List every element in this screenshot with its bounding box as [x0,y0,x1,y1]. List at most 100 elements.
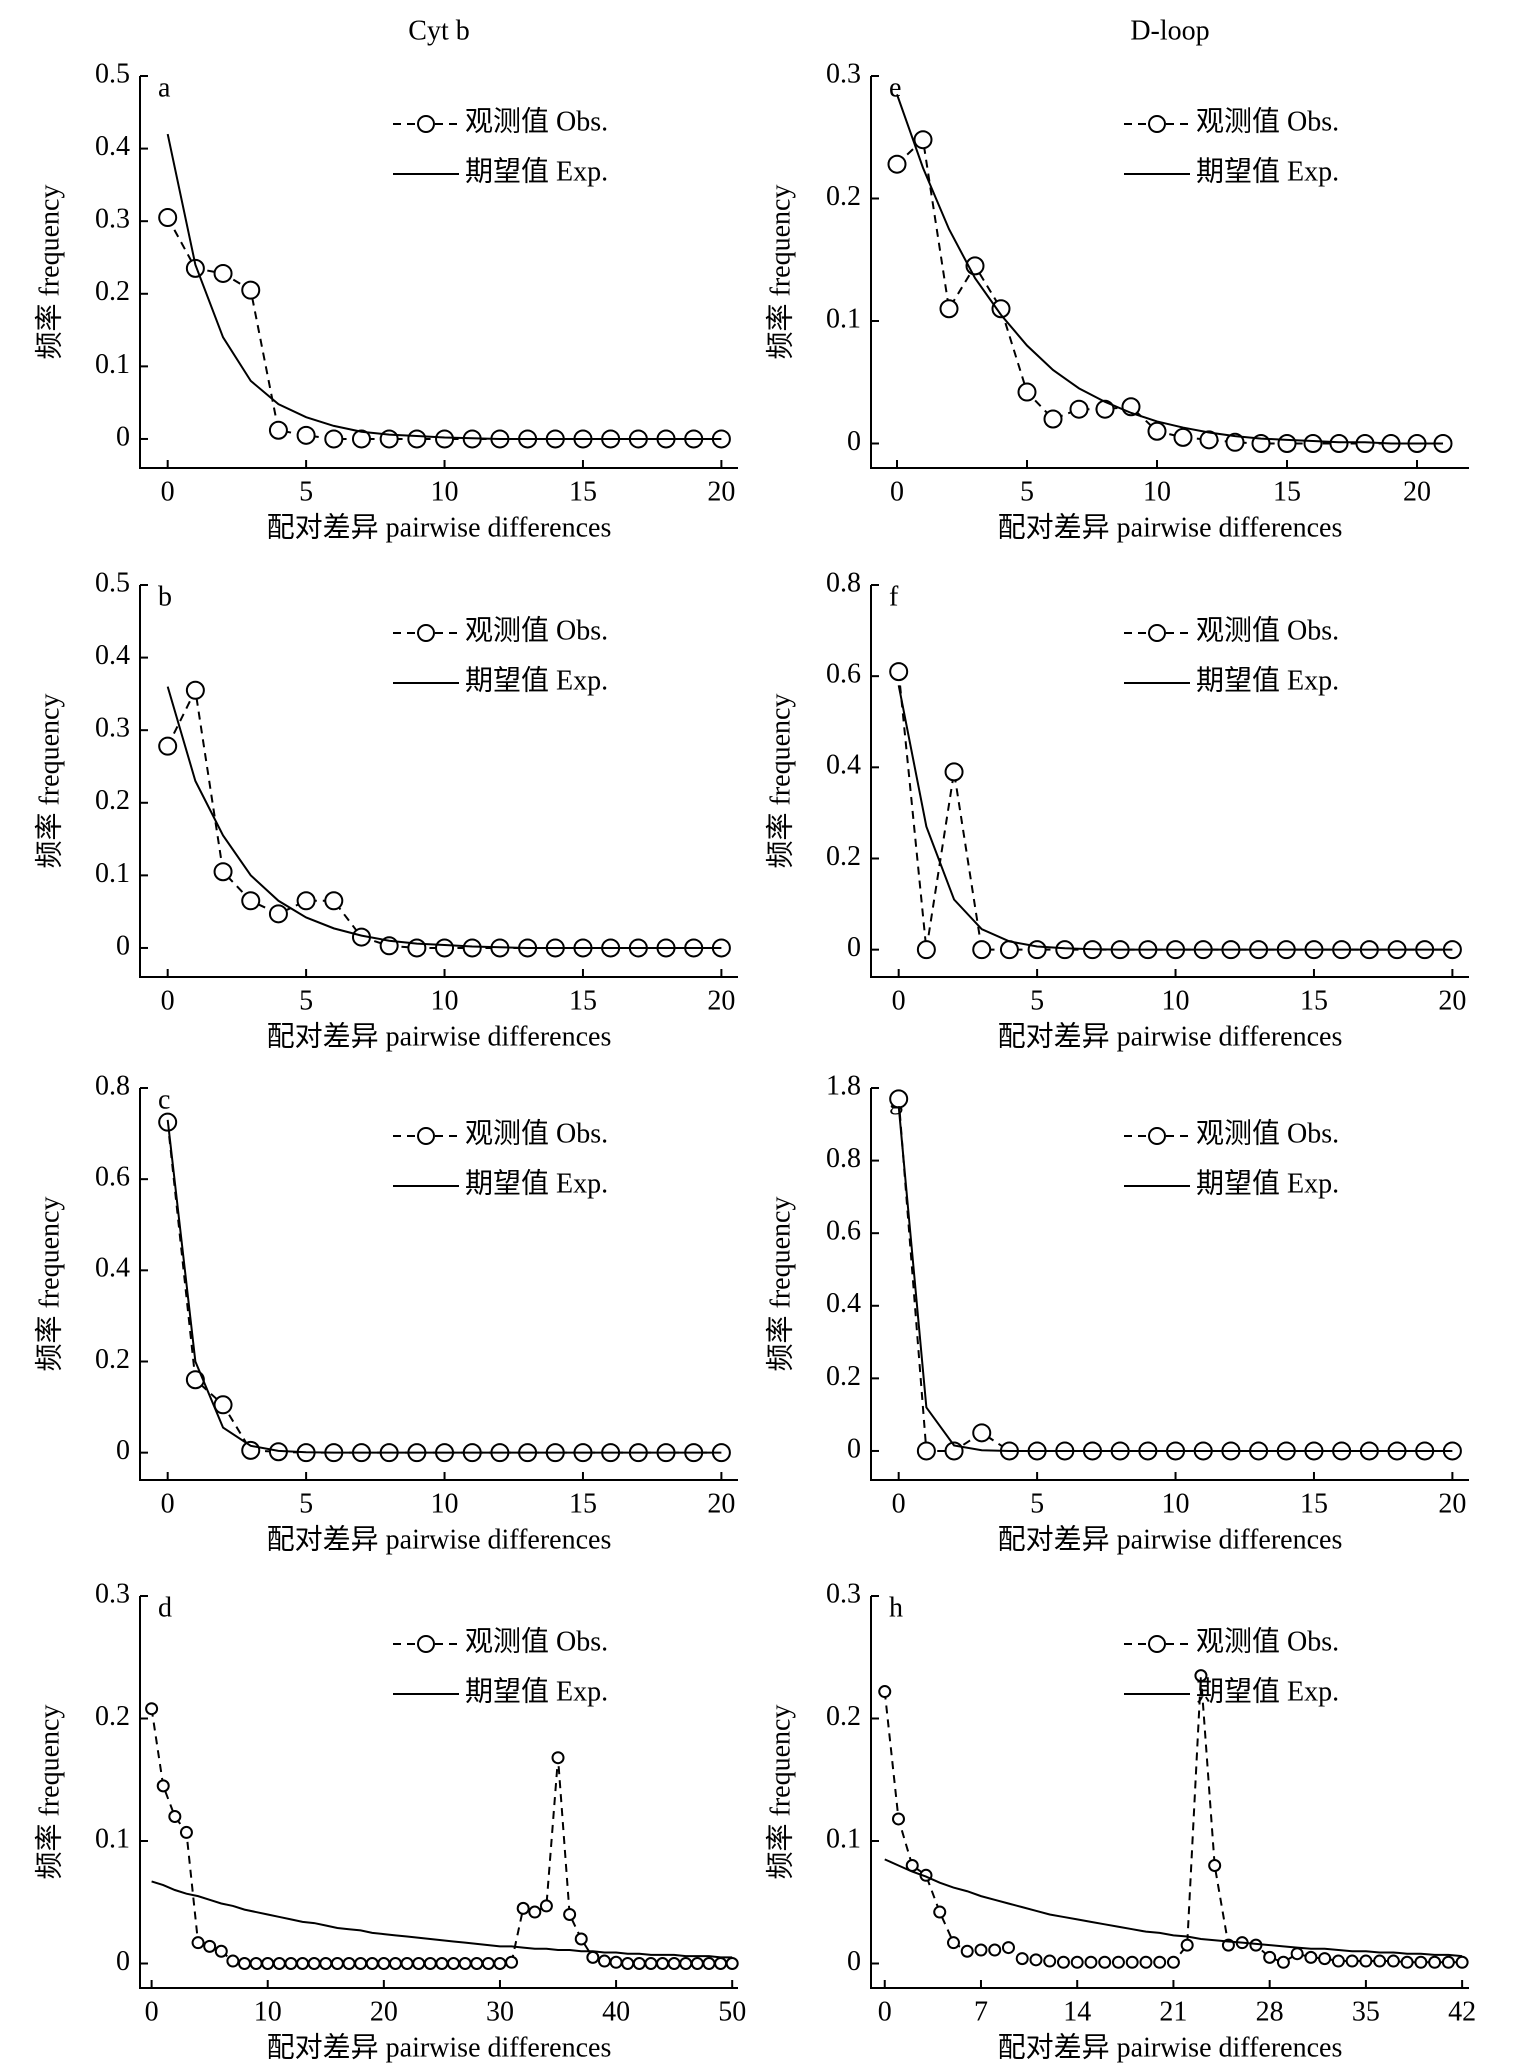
data-point [1428,1955,1442,1969]
x-tick-label: 40 [602,1996,630,2027]
x-tick-label: 7 [974,1996,988,2027]
legend-marker [1148,624,1166,642]
series-line [896,94,1443,445]
data-point [296,425,316,445]
data-point [1139,1955,1153,1969]
data-point [878,1685,892,1699]
series-line [150,1708,733,1965]
panel: 0 0.1 0.2 0.3 0 5 10 15 20 配对差异 pairwise differen… [764,58,1469,543]
x-tick-label: 0 [161,476,175,507]
legend-label: 观测值 Obs. [1196,1625,1339,1657]
data-point [435,938,455,958]
legend-label: 期望值 Exp. [465,155,608,187]
data-point [1263,1950,1277,1964]
x-axis-label: 配对差异 pairwise differences [267,1020,612,1052]
series-line [151,1880,733,1959]
data-point [213,862,233,882]
data-point [939,299,959,319]
data-point [972,1423,992,1443]
x-tick-label: 5 [1030,1488,1044,1519]
x-tick-label: 20 [370,1996,398,2027]
y-tick-label: 0.1 [95,349,130,380]
x-tick-label: 20 [1438,1488,1466,1519]
x-tick-label: 20 [1403,476,1431,507]
data-point [342,1957,356,1970]
x-tick-label: 5 [1020,476,1034,507]
data-point [319,1957,333,1970]
y-tick-label: 0.2 [826,841,861,872]
data-point [1084,1955,1098,1969]
data-point [991,299,1011,319]
data-point [324,429,344,449]
legend-marker [1148,115,1166,133]
data-point [656,1957,670,1970]
data-point [1455,1955,1469,1969]
x-tick-label: 21 [1159,1996,1187,2027]
legend-label: 期望值 Exp. [1196,1675,1339,1707]
data-point [412,1957,426,1970]
data-point [1345,1954,1359,1968]
x-tick-label: 15 [569,476,597,507]
y-tick-label: 0.6 [826,659,861,690]
data-point [690,1957,704,1970]
x-tick-label: 0 [892,985,906,1016]
data-point [179,1825,193,1839]
panel: 0 0.1 0.2 0.3 0.4 0.5 0 5 10 15 20 配对差异 pairwise di… [33,58,738,543]
panel: 0 0.1 0.2 0.3 0 7 14 21 28 35 42 配对差异 pairwise diff… [764,1578,1476,2063]
data-point [1095,399,1115,419]
data-point [1027,940,1047,960]
data-point [1304,1950,1318,1964]
data-point [972,940,992,960]
data-point [679,1957,693,1970]
panel: 0 0.2 0.4 0.6 0.8 1.8 0 5 10 15 20 配对差异 pairwise di… [764,1070,1469,1555]
series-line [166,686,722,949]
y-tick-label: 0.1 [95,1823,130,1854]
data-point [1225,432,1245,452]
data-point [241,280,261,300]
data-point [296,891,316,911]
data-point [1043,409,1063,429]
data-point [1359,1954,1373,1968]
data-point [423,1957,437,1970]
x-axis-label: 配对差异 pairwise differences [267,2031,612,2063]
x-tick-label: 10 [1162,985,1190,1016]
legend-label: 观测值 Obs. [465,1117,608,1149]
data-point [944,762,964,782]
data-point [354,1957,368,1970]
series-line [884,1858,1463,1958]
data-point [168,1810,182,1823]
y-axis-label: 频率 frequency [33,1705,65,1880]
data-point [551,1751,565,1765]
axis-line [870,585,1469,978]
x-axis-label: 配对差异 pairwise differences [998,511,1343,543]
y-tick-label: 0 [116,421,130,452]
y-tick-label: 0.1 [826,1823,861,1854]
data-point [145,1702,159,1716]
data-point [632,1957,646,1970]
data-point [249,1957,263,1970]
x-tick-label: 15 [1300,985,1328,1016]
legend-marker [417,1127,435,1145]
data-point [1001,1941,1015,1955]
data-point [889,662,909,682]
y-axis-label: 频率 frequency [764,1197,796,1372]
data-point [1180,1938,1194,1952]
legend-label: 期望值 Exp. [465,1167,608,1199]
x-tick-label: 10 [431,476,459,507]
y-tick-label: 0.2 [95,785,130,816]
data-point [1194,1669,1208,1683]
column-title: D-loop [1130,15,1209,46]
legend-label: 期望值 Exp. [1196,1167,1339,1199]
x-tick-label: 5 [299,1488,313,1519]
axis-line [139,76,738,469]
panel: 0 0.1 0.2 0.3 0.4 0.5 0 5 10 15 20 配对差异 pairwise di… [33,567,738,1052]
data-point [563,1908,577,1921]
y-tick-label: 0.4 [95,1253,130,1284]
x-tick-label: 10 [431,1488,459,1519]
y-tick-label: 0.5 [95,567,130,598]
data-point [470,1957,484,1970]
x-tick-label: 20 [707,476,735,507]
data-point [365,1957,379,1970]
x-tick-label: 5 [1030,985,1044,1016]
